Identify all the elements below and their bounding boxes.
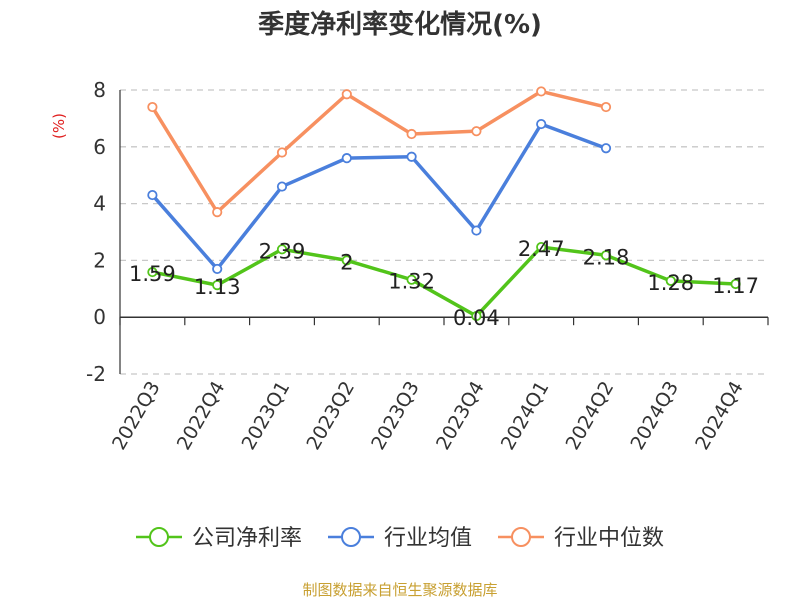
x-tick-label: 2024Q4 bbox=[691, 378, 748, 454]
legend-item[interactable]: 行业中位数 bbox=[498, 526, 664, 551]
data-point bbox=[600, 101, 612, 113]
legend-label: 行业均值 bbox=[384, 526, 472, 551]
data-label: 2.47 bbox=[518, 237, 565, 261]
data-point bbox=[471, 126, 482, 137]
data-point bbox=[276, 244, 288, 255]
data-label: 1.59 bbox=[129, 262, 176, 286]
y-tick-label: 2 bbox=[93, 248, 106, 272]
data-point bbox=[730, 278, 741, 290]
data-point bbox=[406, 274, 417, 285]
data-label: 1.28 bbox=[647, 271, 694, 295]
legend-item[interactable]: 行业均值 bbox=[328, 526, 472, 551]
data-label: 2.39 bbox=[259, 239, 306, 263]
y-tick-label: -2 bbox=[86, 362, 106, 386]
data-label: 0.04 bbox=[453, 306, 500, 330]
chart-title: 季度净利率变化情况(%) bbox=[258, 9, 542, 40]
data-point bbox=[536, 241, 547, 253]
data-point bbox=[536, 118, 547, 130]
data-point bbox=[665, 275, 676, 286]
x-tick-label: 2022Q3 bbox=[108, 378, 165, 454]
data-point bbox=[147, 101, 158, 113]
data-label: 1.32 bbox=[388, 270, 435, 294]
legend-label: 公司净利率 bbox=[192, 526, 302, 551]
x-tick-label: 2023Q2 bbox=[302, 378, 359, 454]
series-2 bbox=[147, 86, 612, 218]
x-tick-labels: 2022Q3 2022Q4 2023Q1 2023Q2 2023Q3 2023Q4 2024… bbox=[108, 378, 748, 454]
legend-item[interactable]: 公司净利率 bbox=[136, 526, 302, 551]
series-0 bbox=[147, 241, 741, 322]
data-label: 1.13 bbox=[194, 275, 241, 299]
legend-marker bbox=[511, 527, 531, 547]
x-tick-label: 2024Q1 bbox=[497, 378, 554, 454]
series-line bbox=[151, 122, 607, 271]
x-tick-label: 2023Q3 bbox=[367, 378, 424, 454]
data-point bbox=[471, 310, 482, 322]
data-point bbox=[471, 225, 482, 236]
y-tick-label: 8 bbox=[93, 78, 106, 102]
grid-lines bbox=[120, 89, 768, 375]
y-tick-label: 6 bbox=[93, 135, 106, 159]
legend-marker bbox=[149, 527, 169, 547]
x-tick-label: 2022Q4 bbox=[173, 378, 230, 454]
legend-label: 行业中位数 bbox=[554, 526, 664, 551]
data-point bbox=[212, 280, 223, 291]
data-point bbox=[341, 89, 352, 100]
data-point bbox=[212, 207, 223, 218]
data-point bbox=[341, 153, 352, 164]
data-point bbox=[600, 143, 612, 154]
legend-marker bbox=[341, 527, 361, 547]
data-label: 2.18 bbox=[583, 245, 630, 269]
data-label: 1.17 bbox=[712, 274, 759, 298]
series-line bbox=[152, 245, 736, 318]
source-note: 制图数据来自恒生聚源数据库 bbox=[302, 581, 497, 599]
data-point bbox=[406, 128, 417, 140]
data-labels: 1.59 1.13 2.39 2 1.32 0.04 2.47 2.18 1.28 1.17 bbox=[129, 237, 759, 330]
y-tick-label: 0 bbox=[93, 305, 106, 329]
series-line bbox=[150, 89, 607, 214]
data-label: 2 bbox=[340, 250, 353, 274]
x-tick-label: 2024Q2 bbox=[562, 378, 619, 454]
axes bbox=[119, 90, 769, 374]
data-point bbox=[536, 86, 547, 97]
series-1 bbox=[147, 118, 612, 275]
data-point bbox=[600, 250, 612, 261]
data-point bbox=[406, 151, 417, 162]
x-tick-label: 2024Q3 bbox=[626, 378, 683, 454]
y-tick-label: 4 bbox=[93, 192, 106, 216]
legend[interactable]: 公司净利率 行业均值 行业中位数 bbox=[136, 526, 664, 551]
x-tick-label: 2023Q4 bbox=[432, 378, 489, 454]
data-point bbox=[212, 263, 223, 275]
y-tick-labels: -2 0 2 4 6 8 bbox=[86, 78, 106, 386]
data-point bbox=[276, 147, 288, 158]
data-point bbox=[341, 255, 352, 266]
data-point bbox=[147, 189, 158, 201]
y-axis-unit-label: (%) bbox=[50, 113, 68, 139]
x-tick-label: 2023Q1 bbox=[238, 378, 295, 454]
series-lines bbox=[147, 86, 741, 322]
data-point bbox=[276, 181, 288, 192]
data-point bbox=[147, 266, 158, 278]
